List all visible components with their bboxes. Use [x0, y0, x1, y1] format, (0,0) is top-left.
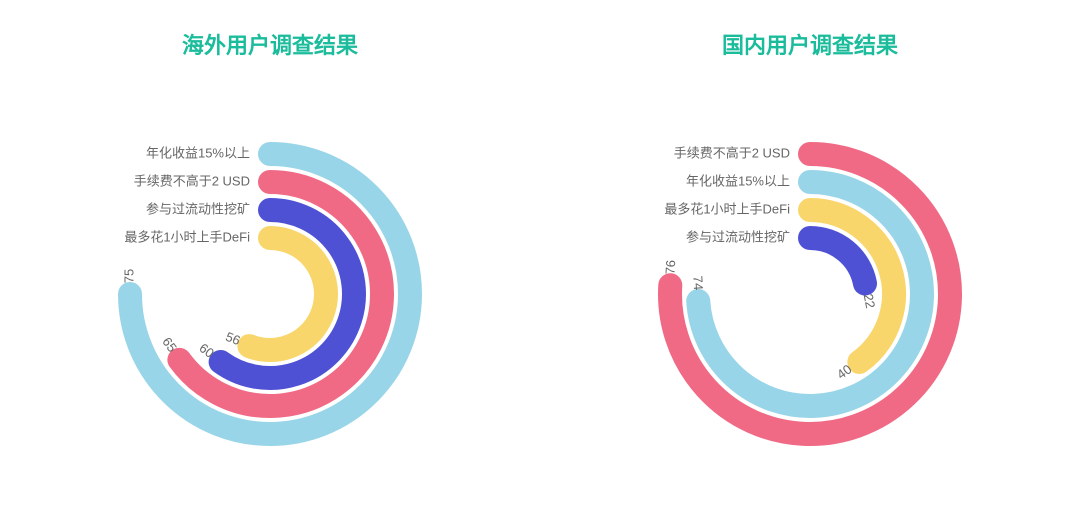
radial-chart-domestic: 手续费不高于2 USD76年化收益15%以上74最多花1小时上手DeFi40参与… [580, 64, 1040, 524]
ring-label: 年化收益15%以上 [146, 145, 250, 160]
ring-label: 参与过流动性挖矿 [686, 229, 790, 244]
ring-arc [130, 154, 410, 434]
ring-label: 最多花1小时上手DeFi [124, 229, 250, 244]
ring-label: 年化收益15%以上 [686, 173, 790, 188]
ring-arc [810, 238, 865, 284]
panel-overseas: 海外用户调查结果 年化收益15%以上75手续费不高于2 USD65参与过流动性挖… [0, 0, 540, 530]
panel-domestic: 国内用户调查结果 手续费不高于2 USD 76 年化收益15%以上 74 最多花1小时上… [540, 0, 1080, 530]
ring-value: 22 [861, 292, 878, 309]
charts-row: 海外用户调查结果 年化收益15%以上75手续费不高于2 USD65参与过流动性挖… [0, 0, 1080, 530]
ring-value: 76 [662, 259, 678, 274]
ring-arc [670, 154, 950, 434]
ring-label: 手续费不高于2 USD [674, 145, 790, 160]
ring-arc [249, 238, 326, 350]
ring-label: 手续费不高于2 USD [134, 173, 250, 188]
ring-label: 参与过流动性挖矿 [146, 201, 250, 216]
ring-value: 75 [121, 269, 136, 283]
title-domestic: 国内用户调查结果 [540, 28, 1080, 60]
ring-value: 74 [690, 275, 706, 290]
radial-chart-overseas: 年化收益15%以上75手续费不高于2 USD65参与过流动性挖矿60最多花1小时… [40, 64, 500, 524]
ring-label: 最多花1小时上手DeFi [664, 201, 790, 216]
title-overseas: 海外用户调查结果 [0, 28, 540, 60]
